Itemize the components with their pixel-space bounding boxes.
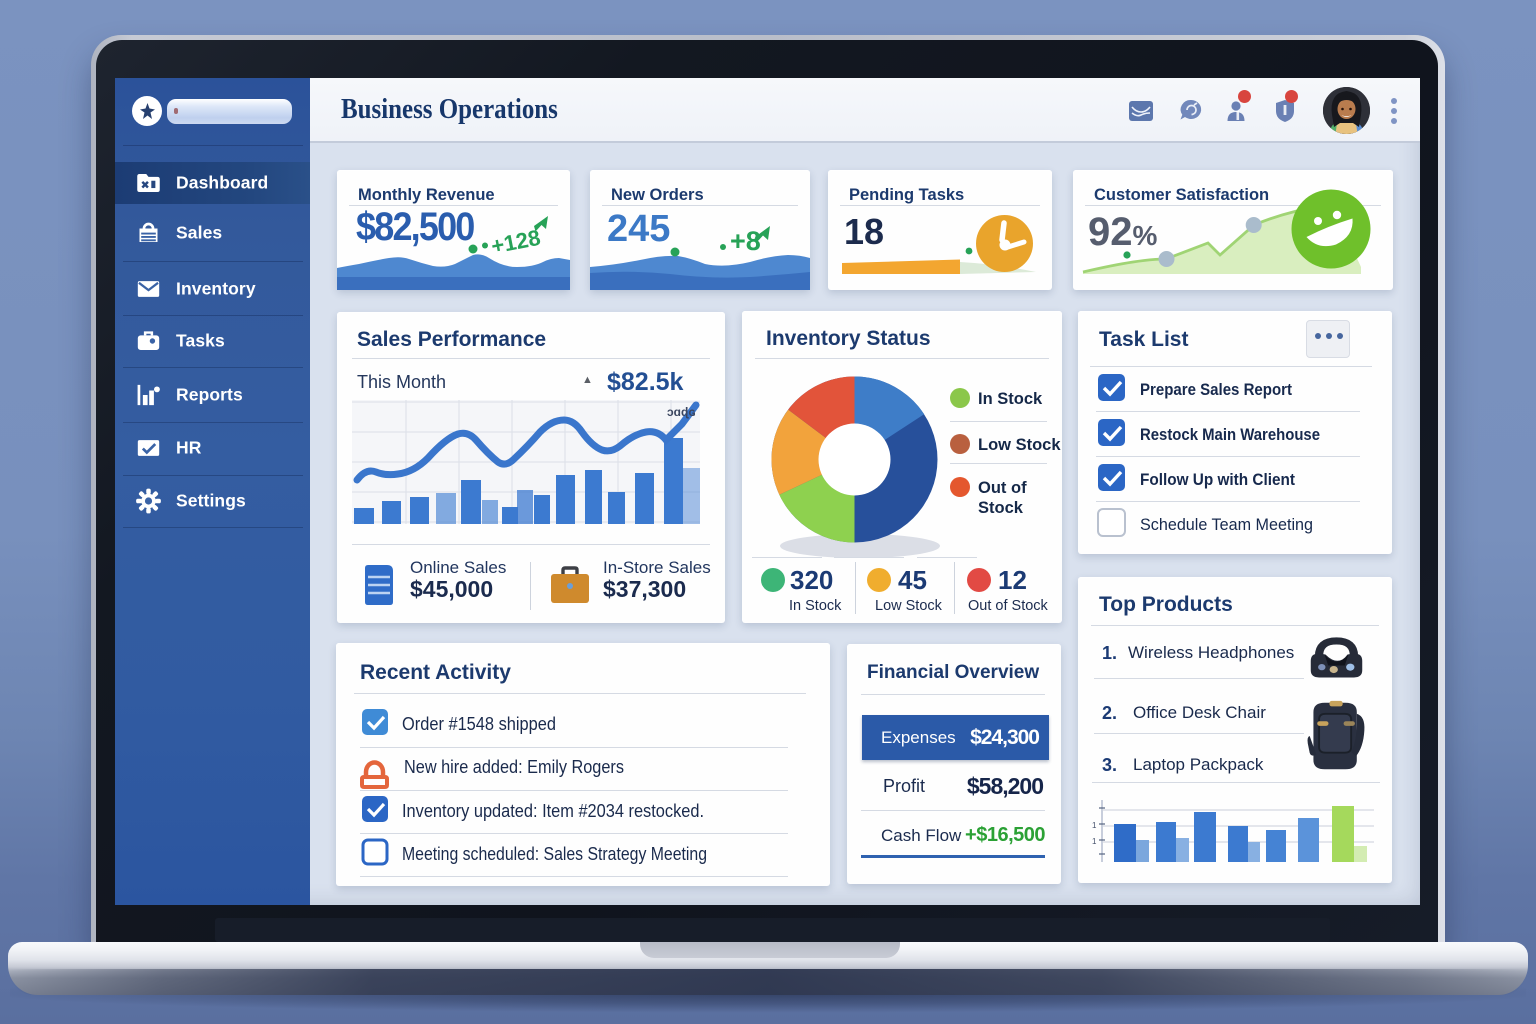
svg-text:320: 320	[790, 565, 833, 595]
svg-text:Follow Up with Client: Follow Up with Client	[1140, 470, 1295, 489]
svg-text:Prepare Sales Report: Prepare Sales Report	[1140, 380, 1292, 399]
svg-text:Inventory updated: Item #2034: Inventory updated: Item #2034 restocked.	[402, 801, 704, 821]
svg-text:+8: +8	[730, 226, 761, 256]
svg-text:+128: +128	[489, 225, 542, 259]
svg-text:Low Stock: Low Stock	[978, 436, 1061, 454]
svg-text:1: 1	[1092, 837, 1097, 846]
svg-text:Out of: Out of	[978, 479, 1027, 497]
svg-text:In Stock: In Stock	[978, 390, 1043, 408]
svg-text:ɔɑɖɢ: ɔɑɖɢ	[667, 405, 695, 419]
svg-text:Stock: Stock	[978, 499, 1024, 517]
svg-text:Schedule Team Meeting: Schedule Team Meeting	[1140, 515, 1313, 534]
svg-text:New hire added: Emily Rogers: New hire added: Emily Rogers	[404, 757, 624, 777]
svg-text:In Stock: In Stock	[789, 598, 842, 614]
svg-text:Order #1548 shipped: Order #1548 shipped	[402, 714, 556, 734]
svg-text:45: 45	[898, 565, 927, 595]
svg-text:1: 1	[1092, 821, 1097, 830]
svg-text:Meeting scheduled: Sales Strat: Meeting scheduled: Sales Strategy Meetin…	[402, 844, 707, 864]
svg-text:12: 12	[998, 565, 1027, 595]
svg-text:Low Stock: Low Stock	[875, 598, 943, 614]
svg-text:Out of Stock: Out of Stock	[968, 598, 1049, 614]
svg-text:Restock Main Warehouse: Restock Main Warehouse	[1140, 425, 1320, 444]
